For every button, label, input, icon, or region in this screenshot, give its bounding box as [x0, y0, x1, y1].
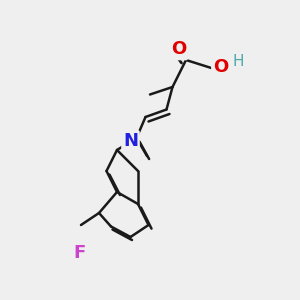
Text: H: H [233, 54, 244, 69]
Text: H: H [233, 54, 244, 69]
Text: N: N [123, 132, 138, 150]
Text: F: F [74, 244, 86, 262]
Text: O: O [171, 40, 186, 58]
Text: N: N [123, 132, 138, 150]
Text: F: F [74, 244, 86, 262]
Text: O: O [213, 58, 228, 76]
Text: O: O [213, 58, 228, 76]
Text: O: O [171, 40, 186, 58]
